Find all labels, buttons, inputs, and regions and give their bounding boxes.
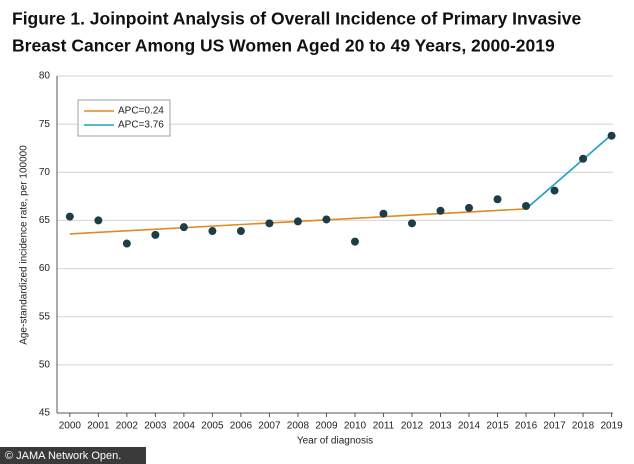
data-point	[322, 215, 331, 224]
x-tick-label: 2007	[258, 421, 281, 432]
data-point	[293, 217, 302, 226]
x-tick-label: 2018	[572, 421, 595, 432]
x-tick-label: 2004	[173, 421, 196, 432]
data-point	[379, 209, 388, 218]
x-tick-label: 2019	[600, 421, 623, 432]
x-tick-label: 2012	[401, 421, 424, 432]
x-tick-label: 2003	[144, 421, 167, 432]
chart-title: Figure 1. Joinpoint Analysis of Overall …	[12, 9, 582, 29]
x-tick-label: 2011	[373, 421, 395, 432]
y-tick-label: 70	[39, 167, 51, 178]
y-axis-label: Age-standardized incidence rate, per 100…	[19, 145, 30, 345]
data-point	[550, 186, 559, 195]
x-tick-label: 2000	[59, 421, 82, 432]
y-tick-label: 45	[39, 408, 51, 419]
x-tick-label: 2014	[458, 421, 481, 432]
y-tick-label: 55	[39, 311, 51, 322]
data-point	[265, 219, 274, 228]
data-point	[522, 201, 531, 210]
x-tick-label: 2006	[230, 421, 253, 432]
y-tick-label: 80	[39, 71, 51, 82]
data-point	[65, 212, 74, 221]
y-tick-label: 75	[39, 119, 51, 130]
legend-box	[77, 99, 171, 137]
x-tick-label: 2005	[201, 421, 224, 432]
y-tick-label: 65	[39, 215, 51, 226]
trend-line	[525, 134, 613, 210]
x-tick-label: 2016	[515, 421, 538, 432]
data-point	[122, 239, 131, 248]
data-point	[94, 216, 103, 225]
data-point	[208, 227, 217, 236]
x-tick-label: 2002	[116, 421, 139, 432]
source: © JAMA Network Open.	[5, 450, 121, 462]
y-tick-label: 50	[39, 359, 51, 370]
data-point	[579, 154, 588, 163]
data-point	[236, 227, 245, 236]
data-point	[151, 230, 160, 239]
data-point	[350, 237, 359, 246]
data-point	[465, 203, 474, 212]
source-box	[0, 447, 146, 464]
y-tick-label: 60	[39, 263, 51, 274]
data-point	[493, 195, 502, 204]
chart-title: Breast Cancer Among US Women Aged 20 to …	[12, 36, 555, 56]
x-tick-label: 2001	[87, 421, 110, 432]
x-tick-label: 2009	[315, 421, 338, 432]
x-axis-label: Year of diagnosis	[297, 436, 373, 447]
data-point	[407, 219, 416, 228]
legend-label: APC=0.24	[118, 106, 164, 117]
data-point	[179, 223, 188, 232]
data-point	[607, 131, 616, 140]
legend-label: APC=3.76	[118, 120, 164, 131]
x-tick-label: 2010	[344, 421, 367, 432]
x-tick-label: 2017	[543, 421, 566, 432]
x-tick-label: 2013	[429, 421, 452, 432]
x-tick-label: 2015	[486, 421, 509, 432]
x-tick-label: 2008	[287, 421, 310, 432]
data-point	[436, 206, 445, 215]
